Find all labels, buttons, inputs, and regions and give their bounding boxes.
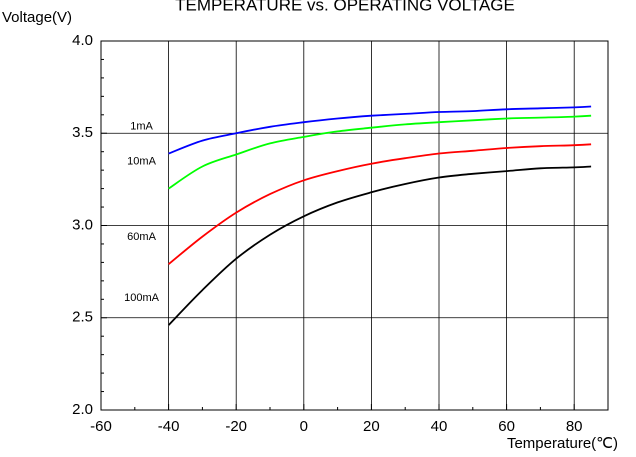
y-tick-label: 3.0 [72, 216, 93, 233]
series-line-60ma [168, 143, 592, 265]
x-tick-label: -40 [158, 418, 180, 435]
axis-ticks: -60 -40 -20 0 20 40 60 80 2.0 2.5 3.0 3.5 4.0 [72, 32, 609, 435]
x-tick-label: 40 [431, 418, 448, 435]
series-line-1ma [168, 105, 592, 155]
x-tick-label: 0 [300, 418, 308, 435]
x-tick-label: 20 [363, 418, 380, 435]
y-tick-label: 4.0 [72, 32, 93, 49]
grid-lines [101, 41, 608, 410]
y-tick-label: 2.5 [72, 309, 93, 326]
x-tick-label: -60 [90, 418, 112, 435]
x-tick-label: 60 [498, 418, 515, 435]
series-labels: 1mA 10mA 60mA 100mA [124, 120, 160, 304]
x-tick-label: -20 [225, 418, 247, 435]
series-label-100ma: 100mA [124, 292, 160, 304]
series-line-10ma [168, 114, 592, 190]
y-tick-label: 2.0 [72, 401, 93, 418]
y-axis-label: Voltage(V) [2, 9, 72, 26]
x-axis-label: Temperature(℃) [507, 435, 618, 452]
series-line-100ma [167, 165, 592, 326]
x-tick-label: 80 [566, 418, 583, 435]
series-label-60ma: 60mA [127, 231, 156, 243]
series-label-1ma: 1mA [130, 120, 153, 132]
series-group [167, 105, 592, 326]
series-label-10ma: 10mA [127, 156, 156, 168]
chart-title: TEMPERATURE vs. OPERATING VOLTAGE [175, 0, 515, 14]
y-tick-label: 3.5 [72, 124, 93, 141]
